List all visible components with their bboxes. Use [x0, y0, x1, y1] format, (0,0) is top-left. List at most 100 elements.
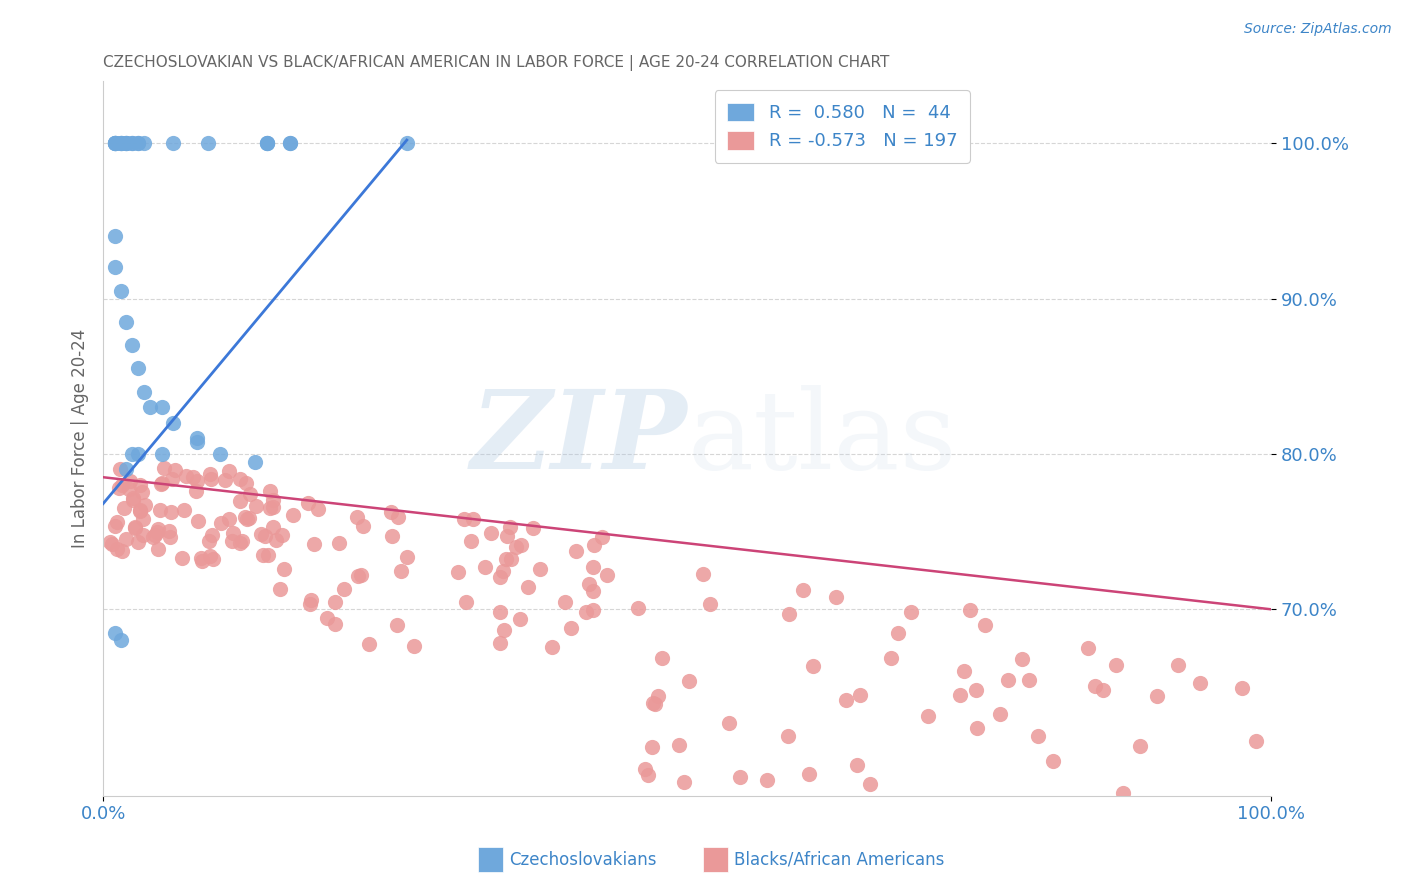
Point	[1084, 679, 1107, 693]
Point	[259, 500, 281, 515]
Point	[149, 476, 172, 491]
Point	[115, 136, 138, 151]
Point	[692, 567, 714, 582]
Point	[315, 611, 337, 625]
Point	[900, 605, 922, 619]
Point	[644, 697, 666, 711]
Point	[264, 533, 287, 548]
Point	[350, 568, 373, 582]
Point	[302, 537, 325, 551]
Point	[104, 136, 127, 151]
Point	[110, 136, 132, 151]
Point	[357, 637, 380, 651]
Point	[498, 520, 520, 534]
Point	[184, 483, 207, 498]
Point	[128, 478, 150, 492]
Point	[273, 562, 295, 576]
Point	[104, 519, 127, 533]
Point	[198, 533, 221, 548]
Point	[489, 636, 512, 650]
Point	[256, 136, 278, 151]
Point	[262, 492, 284, 507]
Point	[149, 503, 172, 517]
Point	[269, 582, 291, 596]
Point	[756, 773, 779, 788]
Point	[148, 522, 170, 536]
Point	[139, 401, 162, 415]
Point	[142, 530, 165, 544]
Point	[973, 617, 995, 632]
Point	[672, 775, 695, 789]
Point	[1011, 652, 1033, 666]
Point	[150, 475, 173, 490]
Point	[163, 463, 186, 477]
Point	[104, 136, 127, 151]
Point	[474, 560, 496, 574]
Point	[346, 510, 368, 524]
Point	[252, 549, 274, 563]
Point	[529, 562, 551, 576]
Point	[966, 722, 988, 736]
Point	[110, 633, 132, 648]
Point	[104, 625, 127, 640]
Point	[859, 777, 882, 791]
Y-axis label: In Labor Force | Age 20-24: In Labor Force | Age 20-24	[72, 329, 89, 548]
Point	[104, 136, 127, 151]
Point	[495, 551, 517, 566]
Point	[181, 470, 204, 484]
Point	[887, 625, 910, 640]
Point	[150, 447, 173, 461]
Point	[387, 509, 409, 524]
Point	[678, 674, 700, 689]
Point	[118, 475, 141, 489]
Text: Source: ZipAtlas.com: Source: ZipAtlas.com	[1244, 22, 1392, 37]
Point	[117, 482, 139, 496]
Point	[110, 136, 132, 151]
Point	[1244, 734, 1267, 748]
Point	[201, 528, 224, 542]
Point	[395, 136, 418, 151]
Point	[214, 473, 236, 487]
Point	[953, 664, 976, 678]
Text: CZECHOSLOVAKIAN VS BLACK/AFRICAN AMERICAN IN LABOR FORCE | AGE 20-24 CORRELATION: CZECHOSLOVAKIAN VS BLACK/AFRICAN AMERICA…	[103, 55, 890, 71]
Point	[131, 528, 153, 542]
Point	[238, 511, 260, 525]
Point	[499, 552, 522, 566]
Point	[101, 537, 124, 551]
Point	[479, 526, 502, 541]
Point	[959, 603, 981, 617]
Point	[728, 771, 751, 785]
Point	[582, 559, 605, 574]
Point	[129, 503, 152, 517]
Point	[200, 472, 222, 486]
Point	[104, 136, 127, 151]
Point	[145, 524, 167, 539]
Point	[332, 582, 354, 596]
Point	[489, 570, 512, 584]
Point	[668, 738, 690, 752]
Point	[159, 530, 181, 544]
Point	[582, 584, 605, 599]
Point	[641, 696, 664, 710]
Point	[1167, 657, 1189, 672]
Point	[323, 616, 346, 631]
Point	[121, 493, 143, 508]
Point	[792, 582, 814, 597]
Point	[801, 658, 824, 673]
Point	[797, 766, 820, 780]
Text: Czechoslovakians: Czechoslovakians	[509, 851, 657, 869]
Point	[112, 500, 135, 515]
Point	[965, 682, 987, 697]
Point	[835, 692, 858, 706]
Point	[396, 550, 419, 565]
Point	[186, 434, 208, 449]
Point	[1026, 729, 1049, 743]
Point	[233, 510, 256, 524]
Point	[235, 476, 257, 491]
Point	[121, 136, 143, 151]
Point	[627, 601, 650, 615]
Point	[970, 803, 993, 817]
Point	[352, 519, 374, 533]
Point	[229, 472, 252, 486]
Point	[1064, 797, 1087, 811]
